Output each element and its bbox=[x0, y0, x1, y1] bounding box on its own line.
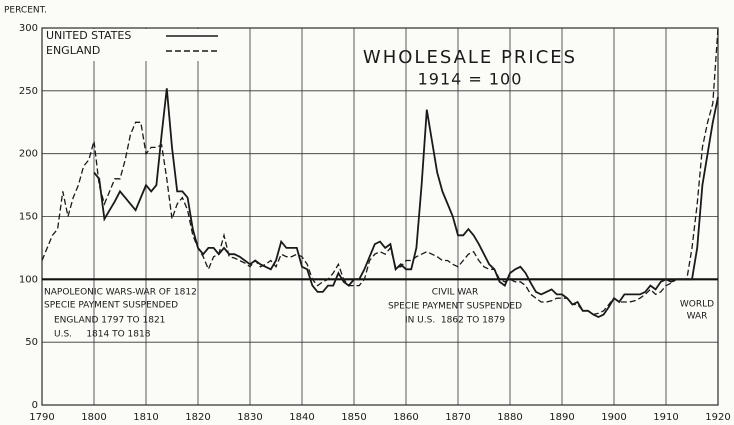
y-tick-label: 150 bbox=[19, 212, 38, 223]
chart-title: WHOLESALE PRICES bbox=[363, 47, 577, 68]
y-tick-label: 100 bbox=[19, 274, 38, 285]
x-tick-label: 1860 bbox=[393, 412, 418, 423]
y-tick-label: 250 bbox=[19, 86, 38, 97]
annotation: ENGLAND 1797 TO 1821 bbox=[54, 316, 165, 326]
annotation: WAR bbox=[687, 312, 708, 322]
x-tick-label: 1880 bbox=[497, 412, 522, 423]
legend-label: ENGLAND bbox=[46, 44, 100, 57]
legend-box bbox=[44, 29, 224, 61]
x-tick-label: 1900 bbox=[601, 412, 626, 423]
annotation: IN U.S. 1862 TO 1879 bbox=[405, 316, 505, 326]
x-tick-label: 1790 bbox=[29, 412, 54, 423]
y-tick-label: 0 bbox=[32, 400, 38, 411]
annotation: CIVIL WAR bbox=[432, 288, 478, 298]
annotation: SPECIE PAYMENT SUSPENDED bbox=[44, 301, 178, 311]
x-tick-label: 1850 bbox=[341, 412, 366, 423]
data-line bbox=[41, 27, 719, 316]
x-tick-label: 1910 bbox=[653, 412, 678, 423]
x-tick-label: 1840 bbox=[289, 412, 314, 423]
x-tick-label: 1800 bbox=[81, 412, 106, 423]
y-tick-label: 300 bbox=[19, 23, 38, 34]
x-tick-label: 1920 bbox=[705, 412, 730, 423]
chart-subtitle: 1914 = 100 bbox=[418, 70, 523, 89]
y-tick-label: 50 bbox=[25, 337, 38, 348]
x-tick-label: 1830 bbox=[237, 412, 262, 423]
annotation: U.S. 1814 TO 1818 bbox=[54, 330, 151, 340]
y-axis-label: PERCENT. bbox=[4, 6, 47, 16]
annotation: WORLD bbox=[680, 300, 714, 310]
annotation: NAPOLEONIC WARS-WAR OF 1812 bbox=[44, 288, 197, 298]
legend-label: UNITED STATES bbox=[46, 29, 131, 42]
annotation: SPECIE PAYMENT SUSPENDED bbox=[388, 302, 522, 312]
x-tick-label: 1810 bbox=[133, 412, 158, 423]
y-tick-label: 200 bbox=[19, 149, 38, 160]
x-tick-label: 1820 bbox=[185, 412, 210, 423]
x-tick-label: 1890 bbox=[549, 412, 574, 423]
x-tick-label: 1870 bbox=[445, 412, 470, 423]
